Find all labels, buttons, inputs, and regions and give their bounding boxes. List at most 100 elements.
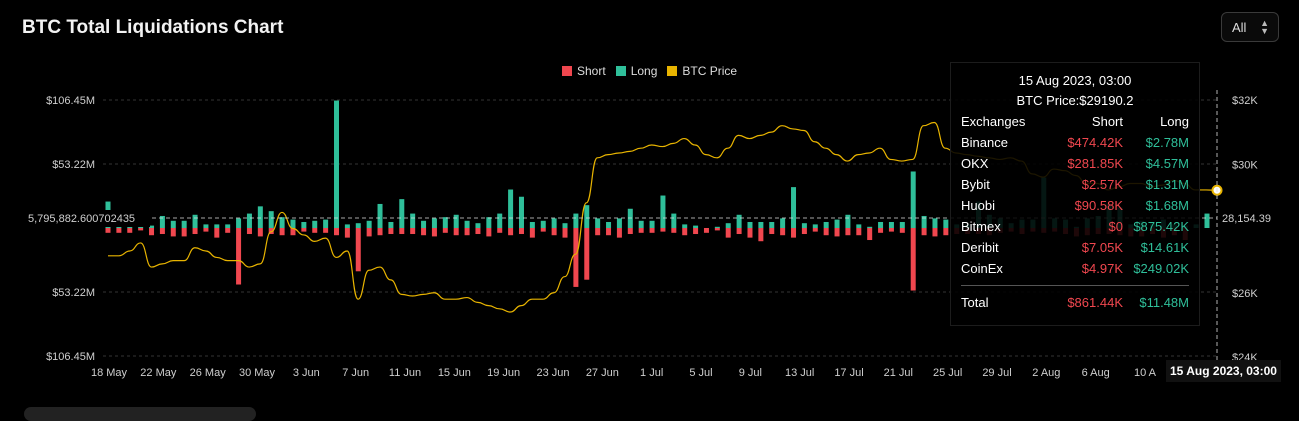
long-bar bbox=[170, 220, 176, 228]
short-bar bbox=[943, 228, 949, 236]
range-select-value: All bbox=[1232, 19, 1247, 35]
long-bar bbox=[279, 217, 285, 228]
short-bar bbox=[475, 228, 481, 235]
y-left-tick-label: $53.22M bbox=[52, 287, 95, 299]
short-bar bbox=[508, 228, 514, 236]
x-tick-label: 25 Jul bbox=[933, 367, 962, 379]
long-bar bbox=[344, 224, 350, 228]
tooltip-row: Huobi $90.58K $1.68M bbox=[961, 195, 1189, 216]
short-bar bbox=[442, 228, 448, 233]
y-left-tick-label: $53.22M bbox=[52, 159, 95, 171]
x-tick-label: 11 Jun bbox=[389, 367, 421, 379]
horizontal-scrollbar[interactable] bbox=[24, 407, 256, 421]
short-bar bbox=[486, 228, 492, 237]
short-bar bbox=[355, 228, 361, 272]
short-bar bbox=[116, 228, 122, 233]
y-left-tick-label: $106.45M bbox=[46, 351, 95, 363]
tooltip-exchange: Bitmex bbox=[961, 219, 1001, 234]
short-bar bbox=[334, 228, 340, 236]
long-bar bbox=[899, 221, 905, 228]
long-bar bbox=[791, 187, 797, 228]
tooltip-long: $14.61K bbox=[1140, 240, 1189, 255]
long-bar bbox=[257, 206, 263, 228]
tooltip-long: $1.68M bbox=[1145, 198, 1189, 213]
short-bar bbox=[638, 228, 644, 233]
range-select[interactable]: All ▲ ▼ bbox=[1221, 12, 1279, 42]
long-bar bbox=[236, 218, 242, 228]
long-bar bbox=[225, 224, 231, 228]
tooltip-row: CoinEx $4.97K $249.02K bbox=[961, 258, 1189, 279]
chart-tooltip: 15 Aug 2023, 03:00 BTC Price:$29190.2 Ex… bbox=[950, 62, 1200, 326]
short-bar bbox=[399, 228, 405, 235]
short-bar bbox=[867, 228, 873, 241]
short-bar bbox=[497, 228, 503, 233]
long-bar bbox=[421, 220, 427, 228]
tooltip-total-short: $861.44K bbox=[1067, 295, 1123, 310]
short-bar bbox=[671, 228, 677, 233]
long-bar bbox=[573, 213, 579, 228]
x-tick-label: 30 May bbox=[239, 367, 276, 379]
long-bar bbox=[932, 218, 938, 228]
short-bar bbox=[595, 228, 601, 236]
tooltip-short: $474.42K bbox=[1067, 135, 1123, 150]
chevron-up-down-icon: ▲ ▼ bbox=[1260, 18, 1269, 36]
long-bar bbox=[159, 215, 165, 228]
short-bar bbox=[616, 228, 622, 238]
short-bar bbox=[236, 228, 242, 285]
legend-item-price[interactable]: BTC Price bbox=[667, 64, 737, 78]
short-bar bbox=[780, 228, 786, 236]
tooltip-total-long: $11.48M bbox=[1139, 295, 1189, 310]
long-bar bbox=[834, 219, 840, 228]
long-bar bbox=[453, 214, 459, 228]
tooltip-exchange: Huobi bbox=[961, 198, 995, 213]
legend-item-short[interactable]: Short bbox=[562, 64, 606, 78]
chart-legend: Short Long BTC Price bbox=[562, 64, 737, 78]
short-bar bbox=[888, 228, 894, 232]
short-bar bbox=[910, 228, 916, 291]
short-bar bbox=[159, 228, 165, 235]
tooltip-exchange: Binance bbox=[961, 135, 1008, 150]
x-tick-label: 10 A bbox=[1134, 367, 1157, 379]
x-tick-label: 7 Jun bbox=[342, 367, 369, 379]
short-bar bbox=[149, 228, 155, 236]
short-bar bbox=[464, 228, 470, 236]
tooltip-header-long: Long bbox=[1160, 114, 1189, 129]
x-tick-label: 17 Jul bbox=[834, 367, 863, 379]
long-bar bbox=[725, 223, 731, 228]
y-right-tick-label: $26K bbox=[1232, 288, 1258, 300]
tooltip-exchange: Deribit bbox=[961, 240, 999, 255]
y-right-tick-label: $30K bbox=[1232, 159, 1258, 171]
long-bar bbox=[442, 217, 448, 228]
long-bar bbox=[529, 221, 535, 228]
short-bar bbox=[736, 228, 742, 235]
short-bar bbox=[562, 228, 568, 238]
legend-label-long: Long bbox=[630, 64, 658, 78]
short-bar bbox=[660, 228, 666, 232]
tooltip-row: Bitmex $0 $875.42K bbox=[961, 216, 1189, 237]
tooltip-row: OKX $281.85K $4.57M bbox=[961, 153, 1189, 174]
short-bar bbox=[518, 228, 524, 235]
long-bar bbox=[595, 218, 601, 228]
short-bar bbox=[246, 228, 252, 235]
long-bar bbox=[682, 224, 688, 228]
short-bar bbox=[551, 228, 557, 236]
y-right-tick-label: $32K bbox=[1232, 95, 1258, 107]
long-bar bbox=[910, 171, 916, 228]
legend-item-long[interactable]: Long bbox=[615, 64, 658, 78]
short-bar bbox=[410, 228, 416, 235]
short-bar bbox=[170, 228, 176, 237]
long-bar bbox=[508, 189, 514, 228]
short-bar bbox=[573, 228, 579, 287]
long-bar bbox=[149, 225, 155, 228]
short-bar bbox=[453, 228, 459, 236]
tooltip-short: $7.05K bbox=[1081, 240, 1123, 255]
short-bar bbox=[312, 228, 318, 233]
short-bar bbox=[366, 228, 372, 237]
short-bar bbox=[388, 228, 394, 235]
page-title: BTC Total Liquidations Chart bbox=[22, 17, 284, 38]
short-bar bbox=[421, 228, 427, 236]
short-bar bbox=[693, 228, 699, 235]
short-bar bbox=[181, 228, 187, 237]
long-bar bbox=[323, 219, 329, 228]
